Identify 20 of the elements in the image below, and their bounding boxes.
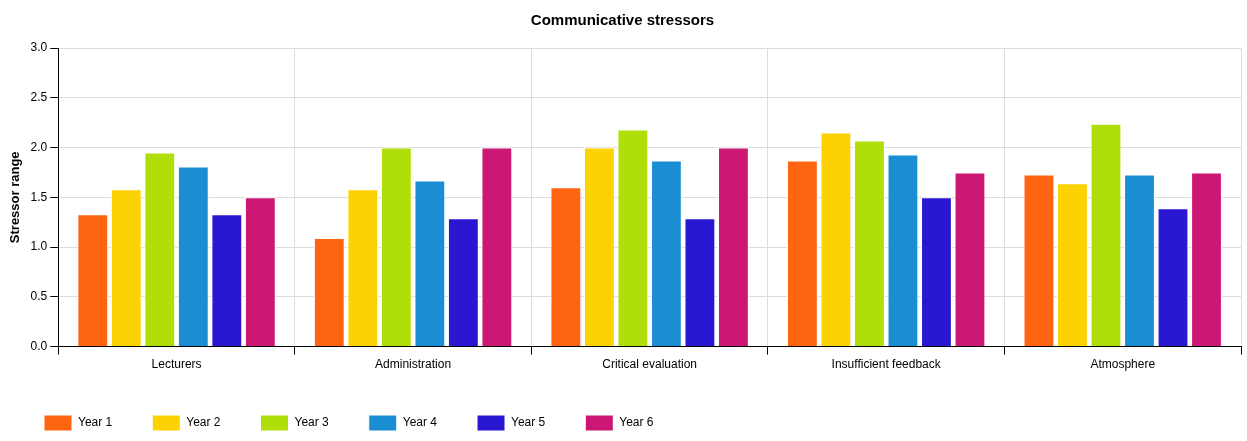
legend-label: Year 1	[78, 415, 113, 430]
legend-label: Year 6	[619, 415, 654, 430]
y-tick-label: 1.0	[30, 239, 48, 254]
y-tick-label: 1.5	[30, 189, 48, 204]
x-tick-label: Critical evaluation	[602, 357, 697, 372]
x-tick-label: Administration	[375, 357, 452, 372]
y-tick-label: 2.5	[30, 90, 48, 105]
x-tick-label: Lecturers	[151, 357, 202, 372]
legend-label: Year 3	[294, 415, 330, 430]
y-tick-label: 0.0	[30, 338, 48, 353]
x-tick-label: Insufficient feedback	[831, 357, 942, 372]
y-tick-label: 3.0	[30, 40, 48, 55]
y-tick-label: 2.0	[30, 139, 48, 154]
legend-label: Year 2	[186, 415, 221, 430]
x-tick-label: Atmosphere	[1090, 357, 1156, 372]
chart-title: Communicative stressors	[530, 11, 715, 29]
y-tick-label: 0.5	[30, 289, 48, 304]
y-axis-title: Stressor range	[7, 151, 23, 244]
legend-label: Year 5	[511, 415, 546, 430]
legend-label: Year 4	[402, 415, 438, 430]
